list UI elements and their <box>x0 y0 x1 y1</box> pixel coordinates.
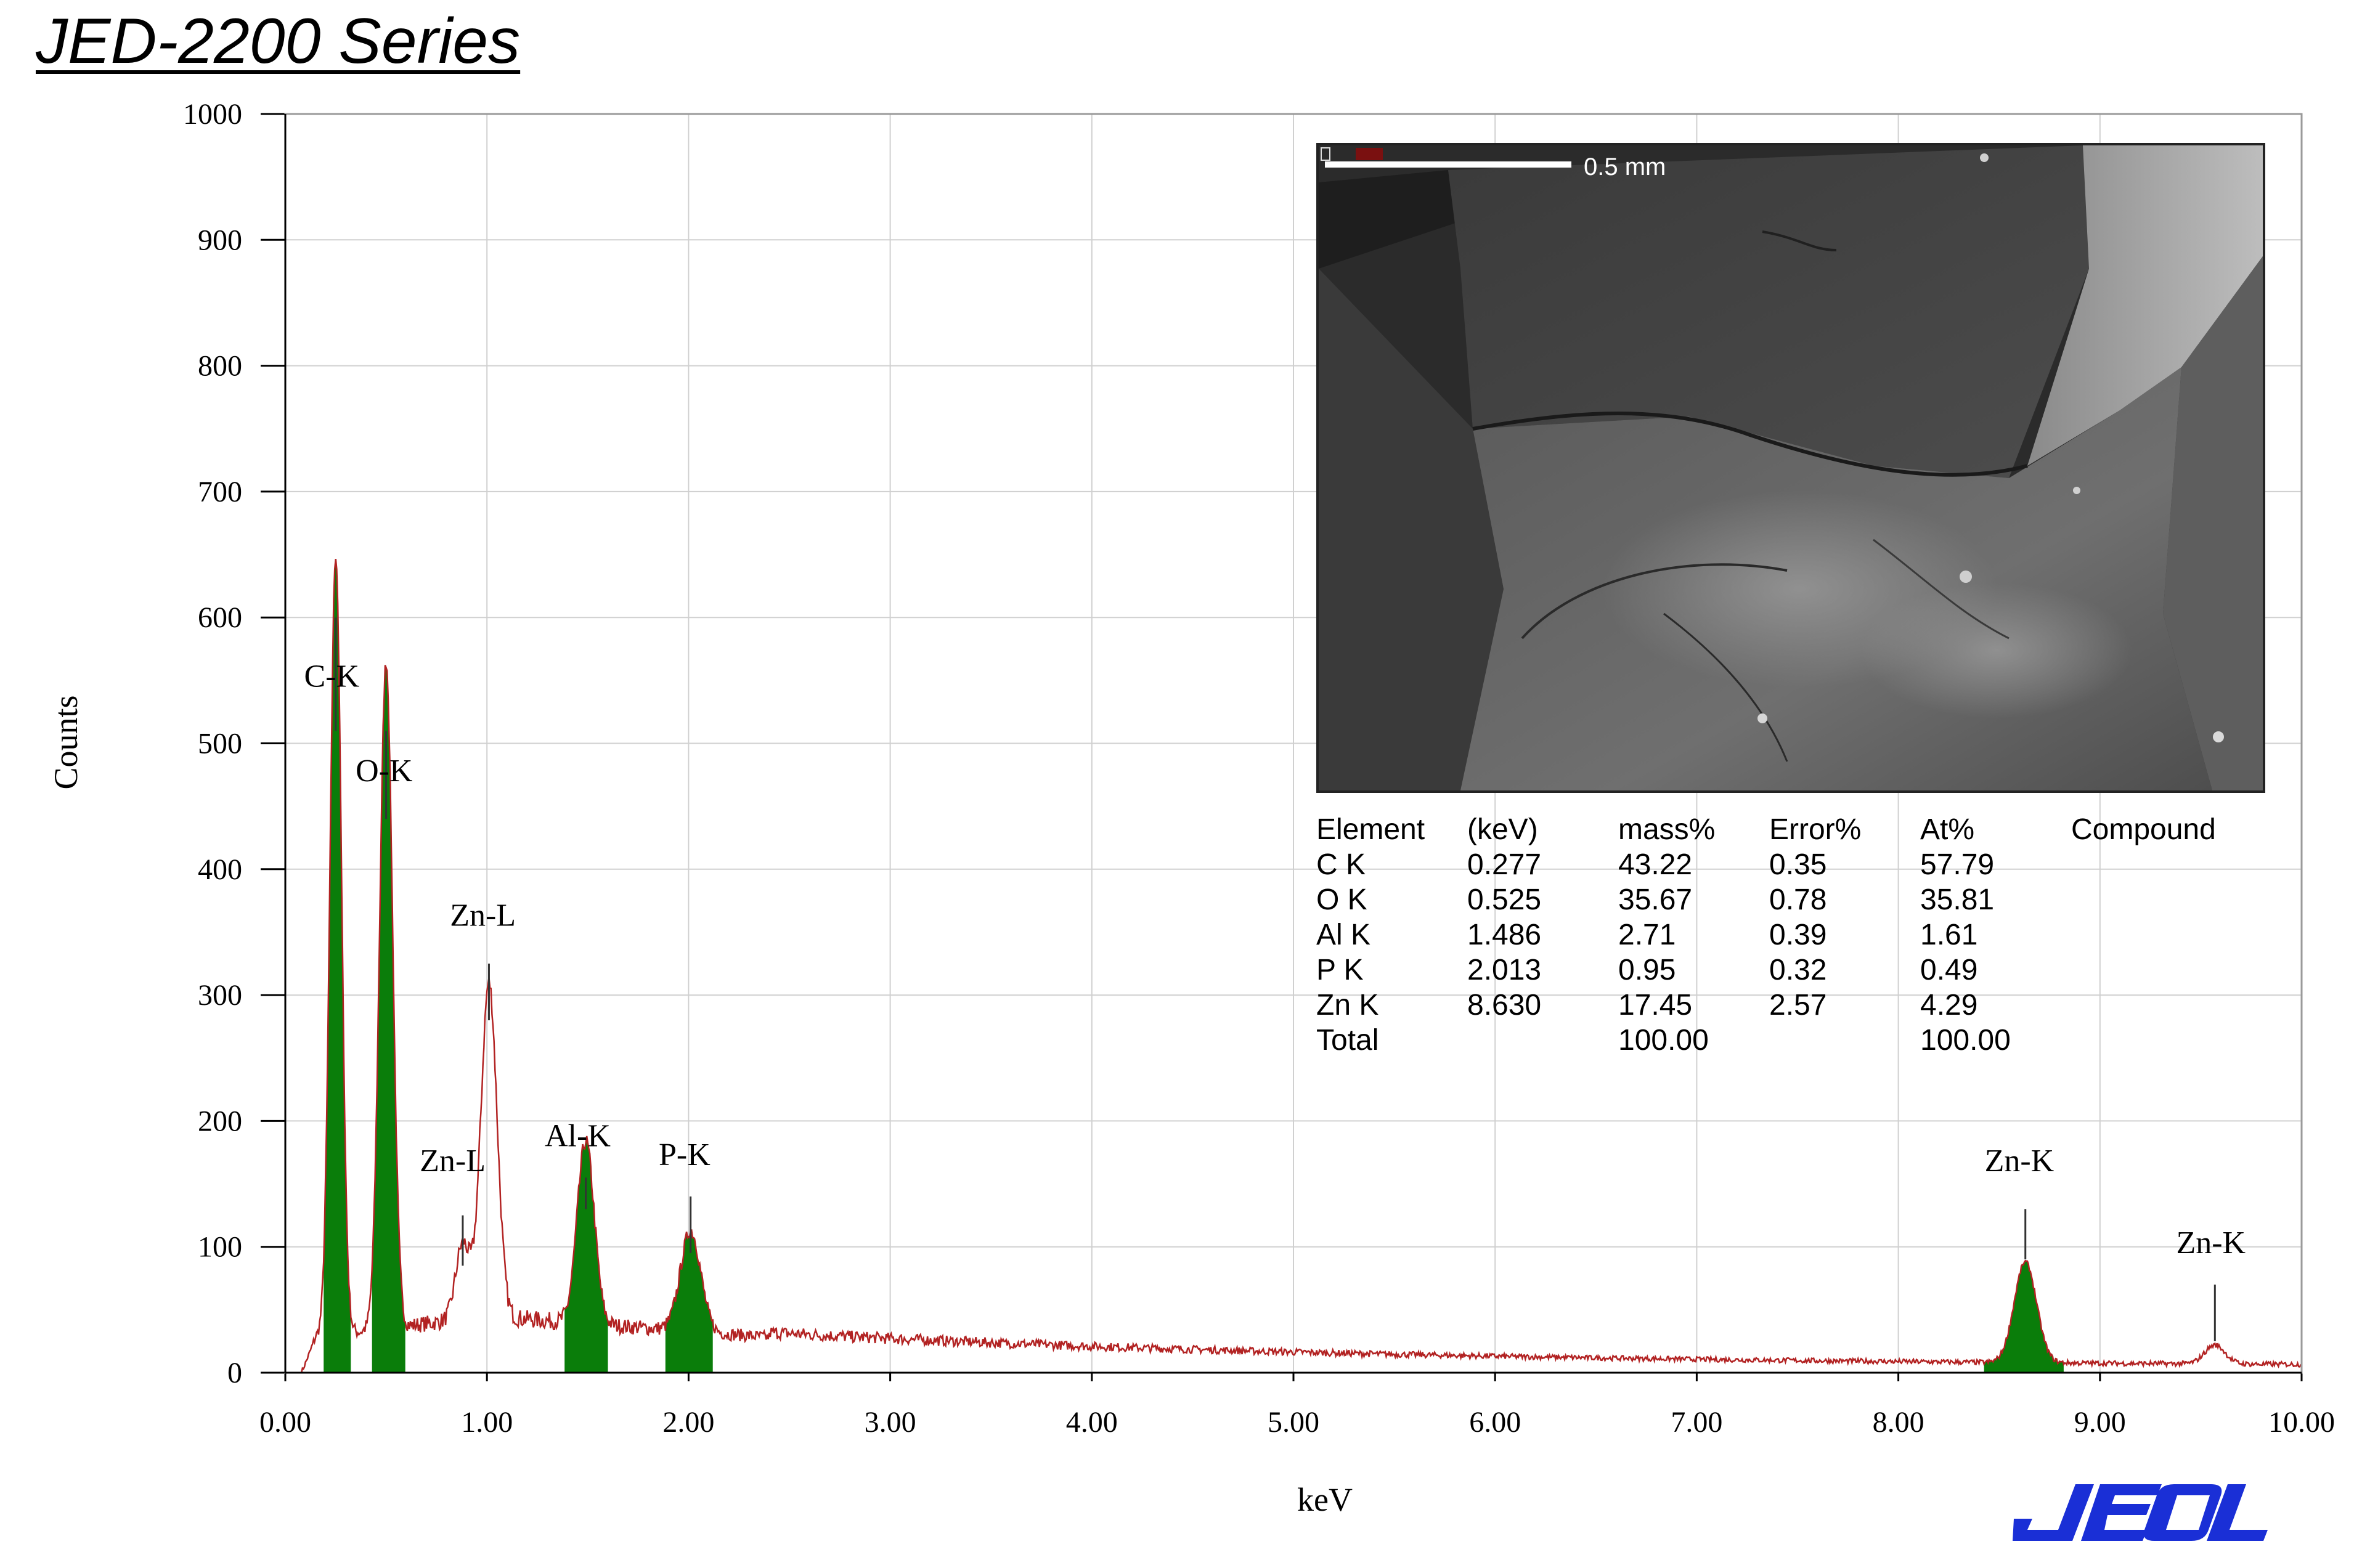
table-cell: 0.39 <box>1769 919 1827 951</box>
table-cell: 100.00 <box>1920 1024 2011 1057</box>
table-cell: 100.00 <box>1618 1024 1709 1057</box>
table-row: C K 0.277 43.22 0.35 57.79 <box>1316 847 2231 882</box>
table-header-cell: At% <box>1920 813 1975 846</box>
table-cell: O K <box>1316 884 1367 916</box>
x-axis-label: keV <box>1297 1481 1353 1518</box>
table-cell: 1.486 <box>1467 919 1542 951</box>
peak-label: O-K <box>356 754 413 789</box>
table-cell: 17.45 <box>1618 989 1693 1022</box>
y-tick-label: 500 <box>198 728 242 760</box>
x-tick-label: 7.00 <box>1671 1406 1722 1439</box>
peak-label: C-K <box>304 659 359 694</box>
table-cell: 2.57 <box>1769 989 1827 1022</box>
table-header-cell: (keV) <box>1467 813 1538 846</box>
table-row: Zn K 8.630 17.45 2.57 4.29 <box>1316 988 2231 1023</box>
table-cell: Al K <box>1316 919 1371 951</box>
table-cell: 0.525 <box>1467 884 1542 916</box>
peak-fill-c-k <box>324 559 351 1373</box>
table-cell: 1.61 <box>1920 919 1978 951</box>
table-cell <box>1467 1023 1618 1058</box>
peak-label: Zn-K <box>2176 1225 2246 1261</box>
peak-label: P-K <box>659 1137 711 1172</box>
table-cell: 0.277 <box>1467 848 1542 881</box>
table-header-cell: Compound <box>2071 813 2216 846</box>
table-cell: 35.67 <box>1618 884 1693 916</box>
table-header-cell: Error% <box>1769 813 1862 846</box>
table-row: Al K 1.486 2.71 0.39 1.61 <box>1316 917 2231 953</box>
y-axis-label: Counts <box>47 695 84 789</box>
table-cell <box>2071 917 2231 953</box>
x-tick-label: 5.00 <box>1268 1406 1319 1439</box>
table-cell <box>2071 847 2231 882</box>
peak-fill-o-k <box>372 665 405 1373</box>
table-cell: 0.32 <box>1769 954 1827 986</box>
table-cell <box>2071 953 2231 988</box>
x-tick-label: 6.00 <box>1469 1406 1521 1439</box>
table-cell: Zn K <box>1316 989 1379 1022</box>
y-tick-label: 200 <box>198 1105 242 1137</box>
table-cell: Total <box>1316 1024 1379 1057</box>
peak-label: Zn-L <box>420 1144 486 1179</box>
table-cell <box>1769 1023 1920 1058</box>
table-cell: 0.95 <box>1618 954 1676 986</box>
table-cell: 43.22 <box>1618 848 1693 881</box>
tick-labels: 0.00 1.00 2.00 3.00 4.00 5.00 6.00 7.00 8.00 9.00… <box>183 98 2335 1439</box>
table-row: Total 100.00 100.00 <box>1316 1023 2231 1058</box>
table-cell: C K <box>1316 848 1366 881</box>
table-row: O K 0.525 35.67 0.78 35.81 <box>1316 882 2231 917</box>
table-header-cell: mass% <box>1618 813 1716 846</box>
y-tick-label: 400 <box>198 853 242 886</box>
jeol-logo <box>2013 1484 2268 1541</box>
table-cell: 2.71 <box>1618 919 1676 951</box>
table-header-cell: Element <box>1316 813 1425 846</box>
table-cell: 0.78 <box>1769 884 1827 916</box>
y-tick-label: 300 <box>198 979 242 1012</box>
table-row: P K 2.013 0.95 0.32 0.49 <box>1316 953 2231 988</box>
y-tick-label: 600 <box>198 601 242 634</box>
peak-fill-al-k <box>564 1135 608 1373</box>
table-header-row: Element (keV) mass% Error% At% Compound <box>1316 812 2231 847</box>
peak-label: Zn-K <box>1985 1144 2055 1179</box>
x-tick-label: 10.00 <box>2268 1406 2335 1439</box>
axes <box>261 113 2303 1381</box>
peak-fill-p-k <box>665 1230 713 1373</box>
x-tick-label: 3.00 <box>865 1406 916 1439</box>
spectrum-line <box>300 558 2302 1373</box>
x-tick-label: 4.00 <box>1066 1406 1118 1439</box>
table-cell <box>2071 882 2231 917</box>
table-cell: 0.35 <box>1769 848 1827 881</box>
table-cell: 8.630 <box>1467 989 1542 1022</box>
x-tick-label: 8.00 <box>1873 1406 1924 1439</box>
y-tick-label: 1000 <box>183 98 242 131</box>
y-tick-label: 800 <box>198 350 242 383</box>
x-tick-label: 9.00 <box>2074 1406 2126 1439</box>
y-tick-label: 900 <box>198 224 242 256</box>
table-cell: P K <box>1316 954 1364 986</box>
sem-micrograph: 0.5 mm <box>1316 143 2265 793</box>
peak-label: Zn-L <box>450 898 516 933</box>
y-tick-label: 700 <box>198 476 242 508</box>
table-cell <box>2071 988 2231 1023</box>
table-cell <box>2071 1023 2231 1058</box>
peak-markers: C-K O-K Zn-L Zn-L Al-K P-K Zn-K Zn-K <box>304 617 2246 1341</box>
x-tick-label: 0.00 <box>259 1406 311 1439</box>
peak-label: Al-K <box>545 1118 611 1153</box>
table-cell: 2.013 <box>1467 954 1542 986</box>
spectrum-layer <box>300 558 2302 1373</box>
y-tick-label: 0 <box>227 1357 242 1389</box>
table-cell: 35.81 <box>1920 884 1995 916</box>
table-cell: 57.79 <box>1920 848 1995 881</box>
y-tick-label: 100 <box>198 1231 242 1264</box>
x-tick-label: 2.00 <box>662 1406 714 1439</box>
peak-fill-zn-k <box>1984 1261 2064 1373</box>
x-tick-label: 1.00 <box>461 1406 513 1439</box>
table-cell: 4.29 <box>1920 989 1978 1022</box>
sem-image: 0.5 mm <box>1319 145 2263 790</box>
page-title: JED-2200 Series <box>36 6 521 77</box>
scale-bar-label: 0.5 mm <box>1584 153 1666 181</box>
quantification-table: Element (keV) mass% Error% At% Compound … <box>1316 812 2231 1058</box>
table-cell: 0.49 <box>1920 954 1978 986</box>
